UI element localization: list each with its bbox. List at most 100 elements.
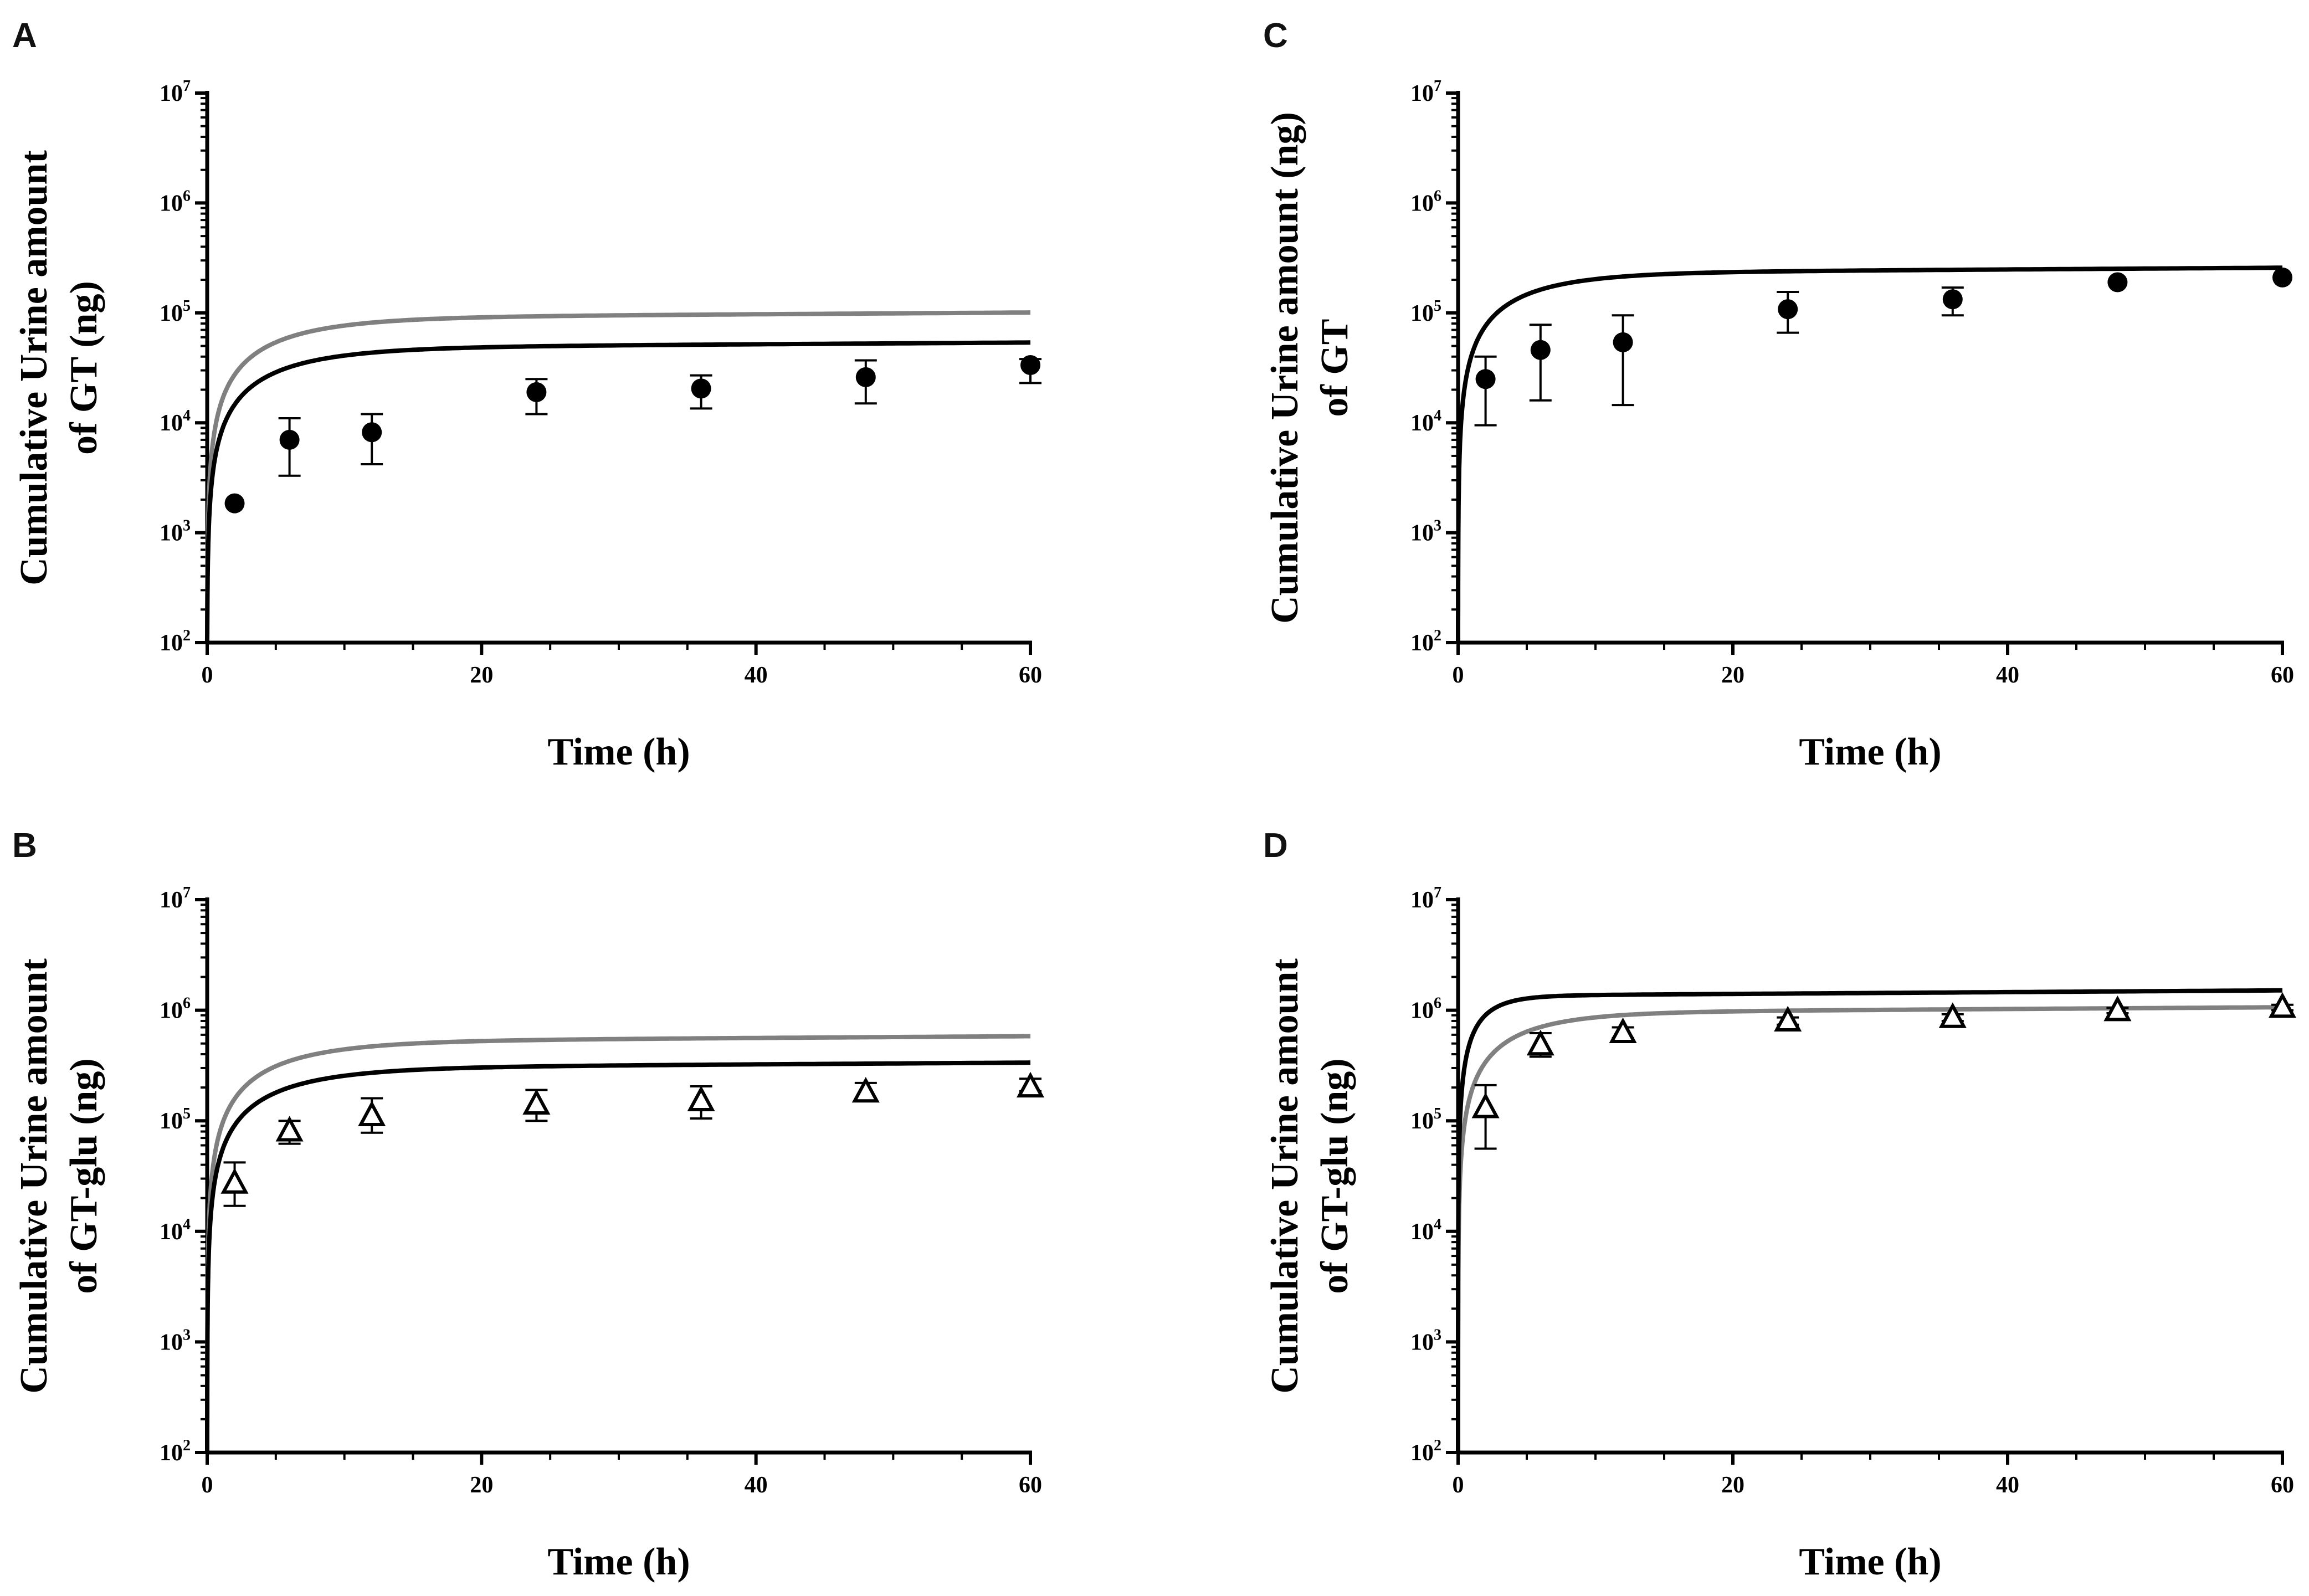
x-tick-label: 20 [470, 663, 493, 688]
data-point [522, 1089, 551, 1115]
y-tick-label: 106 [160, 187, 191, 216]
y-tick-exponent: 4 [183, 1216, 191, 1233]
x-tick-label: 60 [2271, 663, 2294, 688]
y-tick-base: 10 [160, 1109, 183, 1134]
y-tick-exponent: 6 [183, 187, 191, 204]
data-point [687, 1085, 715, 1112]
y-tick-base: 10 [160, 1219, 183, 1245]
y-tick-base: 10 [1410, 887, 1434, 913]
y-tick-base: 10 [1410, 998, 1434, 1024]
series-line-model-black [1456, 988, 2282, 1453]
y-tick-base: 10 [1410, 1440, 1434, 1466]
y-tick-base: 10 [160, 301, 183, 326]
y-tick-base: 10 [1410, 1330, 1434, 1355]
y-tick-exponent: 5 [183, 1105, 191, 1122]
data-point [275, 1116, 304, 1142]
data-point [1471, 1092, 1500, 1118]
y-tick-exponent: 3 [1434, 517, 1441, 535]
y-tick-label: 102 [1410, 627, 1441, 656]
data-point [2103, 995, 2132, 1022]
y-tick-label: 104 [1410, 407, 1441, 436]
x-tick-label: 20 [470, 1472, 493, 1498]
y-tick-base: 10 [160, 1330, 183, 1355]
y-tick-exponent: 2 [183, 1437, 191, 1454]
y-tick-label: 105 [1410, 1105, 1441, 1134]
y-tick-base: 10 [1410, 630, 1434, 656]
y-tick-label: 107 [160, 78, 191, 106]
x-tick-label: 40 [1996, 1472, 2019, 1498]
x-tick-label: 60 [1019, 1472, 1042, 1498]
y-axis-title-line: of GT [1313, 319, 1356, 417]
x-tick-label: 40 [1996, 663, 2019, 688]
data-point [851, 1076, 880, 1103]
y-tick-exponent: 3 [1434, 1326, 1441, 1343]
y-tick-label: 104 [1410, 1216, 1441, 1245]
y-axis-title-line: of GT (ng) [63, 281, 105, 455]
y-tick-label: 103 [1410, 517, 1441, 546]
data-point [526, 382, 547, 402]
x-axis-title: Time (h) [547, 731, 690, 773]
y-tick-label: 102 [160, 627, 191, 656]
y-tick-label: 102 [1410, 1437, 1441, 1466]
y-tick-label: 103 [160, 1326, 191, 1355]
y-tick-label: 105 [1410, 297, 1441, 326]
y-tick-exponent: 5 [183, 297, 191, 315]
x-axis-title: Time (h) [1799, 731, 1941, 773]
panel-letter: B [12, 827, 37, 865]
data-point [1942, 289, 1963, 310]
data-point [1613, 332, 1633, 352]
y-axis-title-line: Cumulative Urine amount (ng) [1264, 112, 1306, 624]
panel-letter: A [12, 17, 37, 55]
y-tick-base: 10 [1410, 191, 1434, 216]
x-tick-label: 40 [745, 663, 768, 688]
data-point [1020, 355, 1040, 376]
x-tick-label: 60 [1019, 663, 1042, 688]
y-tick-label: 107 [160, 884, 191, 913]
y-tick-label: 107 [1410, 78, 1441, 106]
data-point [1774, 1005, 1802, 1032]
panel-letter: C [1263, 17, 1288, 55]
y-tick-exponent: 4 [1434, 407, 1441, 424]
y-tick-exponent: 2 [1434, 1437, 1441, 1454]
y-tick-exponent: 7 [1434, 884, 1441, 901]
y-tick-base: 10 [1410, 301, 1434, 326]
y-tick-label: 104 [160, 407, 191, 436]
data-point [362, 422, 382, 443]
series-line-model-gray [205, 1034, 1030, 1453]
y-tick-exponent: 7 [1434, 78, 1441, 95]
panel-letter: D [1263, 827, 1288, 865]
data-point [1778, 299, 1798, 320]
y-tick-base: 10 [160, 191, 183, 216]
y-tick-base: 10 [160, 630, 183, 656]
data-point [1530, 340, 1551, 360]
data-point [279, 429, 300, 450]
y-tick-label: 106 [160, 995, 191, 1024]
data-point [691, 378, 711, 399]
y-axis-title-line: Cumulative Urine amount [13, 150, 55, 586]
y-tick-label: 106 [1410, 187, 1441, 216]
series-line-model-black [1456, 265, 2282, 643]
data-point [220, 1168, 249, 1194]
y-axis-title-line: Cumulative Urine amount [13, 958, 55, 1394]
y-tick-exponent: 7 [183, 78, 191, 95]
x-tick-label: 0 [202, 1472, 213, 1498]
data-point [1526, 1029, 1554, 1056]
data-point [1475, 369, 1496, 389]
y-tick-exponent: 7 [183, 884, 191, 901]
y-tick-base: 10 [160, 410, 183, 436]
y-tick-label: 105 [160, 297, 191, 326]
y-tick-label: 104 [160, 1216, 191, 1245]
x-tick-label: 0 [1453, 1472, 1464, 1498]
y-axis-title-line: of GT-glu (ng) [1313, 1058, 1356, 1294]
data-point [358, 1100, 386, 1126]
y-tick-base: 10 [1410, 521, 1434, 546]
x-axis-title: Time (h) [547, 1541, 690, 1583]
x-tick-label: 0 [202, 663, 213, 688]
series-line-model-gray [1456, 1005, 2283, 1453]
y-tick-base: 10 [160, 1440, 183, 1466]
y-tick-label: 103 [160, 517, 191, 546]
series-line-model-black [205, 340, 1031, 644]
